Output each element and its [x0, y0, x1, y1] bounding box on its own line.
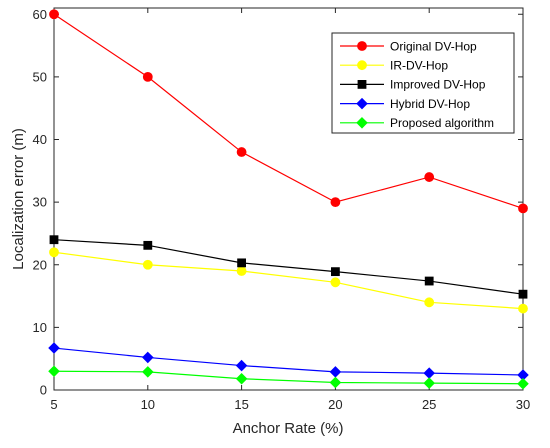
- data-point-improved-dv-hop: [518, 289, 528, 299]
- legend-label-hybrid-dv-hop: Hybrid DV-Hop: [390, 97, 470, 111]
- legend-marker-hybrid-dv-hop: [356, 97, 368, 110]
- data-point-proposed-algorithm: [142, 366, 154, 378]
- x-tick-label: 30: [516, 397, 530, 412]
- data-point-improved-dv-hop: [424, 276, 434, 286]
- legend-marker-proposed-algorithm: [356, 117, 368, 129]
- data-point-improved-dv-hop: [49, 235, 59, 245]
- series-line-hybrid-dv-hop: [53, 347, 524, 376]
- data-point-proposed-algorithm: [329, 376, 342, 389]
- legend-label-proposed-algorithm: Proposed algorithm: [390, 116, 494, 130]
- series-line-ir-dv-hop: [53, 251, 524, 310]
- y-tick-label: 50: [33, 69, 47, 84]
- data-point-improved-dv-hop: [237, 258, 247, 268]
- y-tick-label: 10: [33, 320, 47, 335]
- y-axis-ticks: 0 10 20 30 40 50 60: [33, 7, 523, 398]
- data-point-hybrid-dv-hop: [48, 342, 60, 354]
- data-point-ir-dv-hop: [518, 303, 528, 314]
- x-axis-title: Anchor Rate (%): [233, 420, 344, 437]
- data-point-improved-dv-hop: [330, 267, 340, 277]
- data-point-proposed-algorithm: [423, 377, 435, 389]
- legend-label-ir-dv-hop: IR-DV-Hop: [390, 59, 448, 73]
- data-point-hybrid-dv-hop: [142, 351, 154, 364]
- data-point-ir-dv-hop: [330, 277, 341, 288]
- data-point-hybrid-dv-hop: [235, 359, 248, 372]
- data-point-ir-dv-hop: [142, 259, 153, 270]
- data-point-original-dv-hop: [424, 172, 435, 182]
- data-point-proposed-algorithm: [517, 377, 529, 390]
- y-tick-label: 30: [33, 195, 47, 210]
- legend-marker-original-dv-hop: [357, 41, 367, 51]
- data-point-original-dv-hop: [330, 197, 341, 208]
- series-line-proposed-algorithm: [53, 370, 524, 385]
- series-layer: [48, 9, 529, 390]
- y-tick-label: 40: [33, 132, 47, 147]
- data-point-ir-dv-hop: [424, 297, 435, 308]
- data-point-proposed-algorithm: [48, 365, 60, 377]
- legend: Original DV-Hop IR-DV-Hop Improved DV-Hop H…: [331, 32, 515, 134]
- legend-label-original-dv-hop: Original DV-Hop: [390, 39, 477, 53]
- x-axis-ticks: 5 10 15 20 25 30: [50, 8, 530, 412]
- legend-marker-ir-dv-hop: [357, 60, 367, 71]
- y-tick-label: 20: [33, 257, 47, 272]
- data-point-ir-dv-hop: [236, 266, 247, 276]
- y-tick-label: 60: [33, 7, 47, 22]
- x-tick-label: 20: [328, 397, 342, 412]
- x-tick-label: 5: [50, 397, 57, 412]
- x-tick-label: 25: [422, 397, 436, 412]
- x-tick-label: 10: [141, 397, 155, 412]
- data-point-original-dv-hop: [518, 203, 528, 214]
- series-line-original-dv-hop: [53, 13, 524, 209]
- data-point-original-dv-hop: [142, 71, 153, 82]
- series-line-improved-dv-hop: [53, 239, 524, 295]
- y-tick-label: 0: [40, 383, 47, 398]
- x-tick-label: 15: [234, 397, 248, 412]
- data-point-proposed-algorithm: [235, 372, 248, 385]
- legend-label-improved-dv-hop: Improved DV-Hop: [390, 78, 486, 92]
- data-point-original-dv-hop: [49, 9, 59, 20]
- data-point-ir-dv-hop: [49, 247, 59, 258]
- y-axis-title: Localization error (m): [10, 128, 27, 270]
- data-point-original-dv-hop: [236, 147, 247, 157]
- legend-marker-improved-dv-hop: [357, 80, 367, 89]
- data-point-improved-dv-hop: [143, 240, 153, 250]
